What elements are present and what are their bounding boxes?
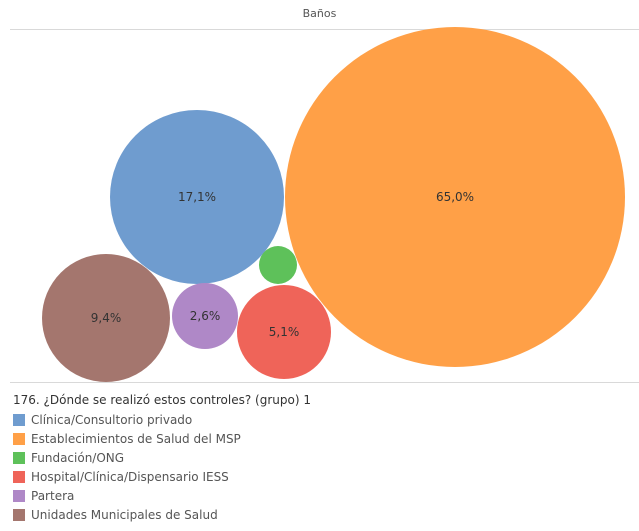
legend-swatch bbox=[13, 489, 25, 502]
legend-swatch bbox=[13, 451, 25, 464]
legend: 176. ¿Dónde se realizó estos controles? … bbox=[13, 392, 633, 524]
bubble-clinica-consultorio-privado[interactable] bbox=[110, 110, 284, 284]
legend-item-hospital-clinica-dispensario-iess[interactable]: Hospital/Clínica/Dispensario IESS bbox=[13, 467, 633, 486]
bubble-unidades-municipales-de-salud[interactable] bbox=[42, 254, 170, 382]
legend-item-clinica-consultorio-privado[interactable]: Clínica/Consultorio privado bbox=[13, 410, 633, 429]
bubble-establecimientos-de-salud-del-msp[interactable] bbox=[285, 27, 625, 367]
legend-swatch bbox=[13, 470, 25, 483]
title-divider bbox=[10, 29, 639, 30]
legend-item-establecimientos-de-salud-del-msp[interactable]: Establecimientos de Salud del MSP bbox=[13, 429, 633, 448]
legend-item-partera[interactable]: Partera bbox=[13, 486, 633, 505]
bubble-hospital-clinica-dispensario-iess[interactable] bbox=[237, 285, 331, 379]
legend-swatch bbox=[13, 413, 25, 426]
legend-label: Clínica/Consultorio privado bbox=[31, 412, 193, 427]
legend-label: Establecimientos de Salud del MSP bbox=[31, 431, 241, 446]
legend-item-unidades-municipales-de-salud[interactable]: Unidades Municipales de Salud bbox=[13, 505, 633, 524]
legend-label: Fundación/ONG bbox=[31, 450, 125, 465]
legend-title: 176. ¿Dónde se realizó estos controles? … bbox=[13, 393, 311, 407]
legend-label: Hospital/Clínica/Dispensario IESS bbox=[31, 469, 229, 484]
legend-label: Partera bbox=[31, 488, 75, 503]
legend-item-fundacion-ong[interactable]: Fundación/ONG bbox=[13, 448, 633, 467]
bubble-fundacion-ong[interactable] bbox=[259, 246, 297, 284]
legend-swatch bbox=[13, 508, 25, 521]
bubble-partera[interactable] bbox=[172, 283, 238, 349]
plot-divider bbox=[10, 382, 639, 383]
bubble-label-establecimientos-de-salud-del-msp: 65,0% bbox=[436, 190, 474, 204]
legend-swatch bbox=[13, 432, 25, 445]
bubble-label-hospital-clinica-dispensario-iess: 5,1% bbox=[269, 325, 300, 339]
chart-title: Baños bbox=[302, 7, 337, 20]
bubble-label-clinica-consultorio-privado: 17,1% bbox=[178, 190, 216, 204]
bubble-label-unidades-municipales-de-salud: 9,4% bbox=[91, 311, 122, 325]
legend-label: Unidades Municipales de Salud bbox=[31, 507, 218, 522]
bubble-label-partera: 2,6% bbox=[190, 309, 221, 323]
